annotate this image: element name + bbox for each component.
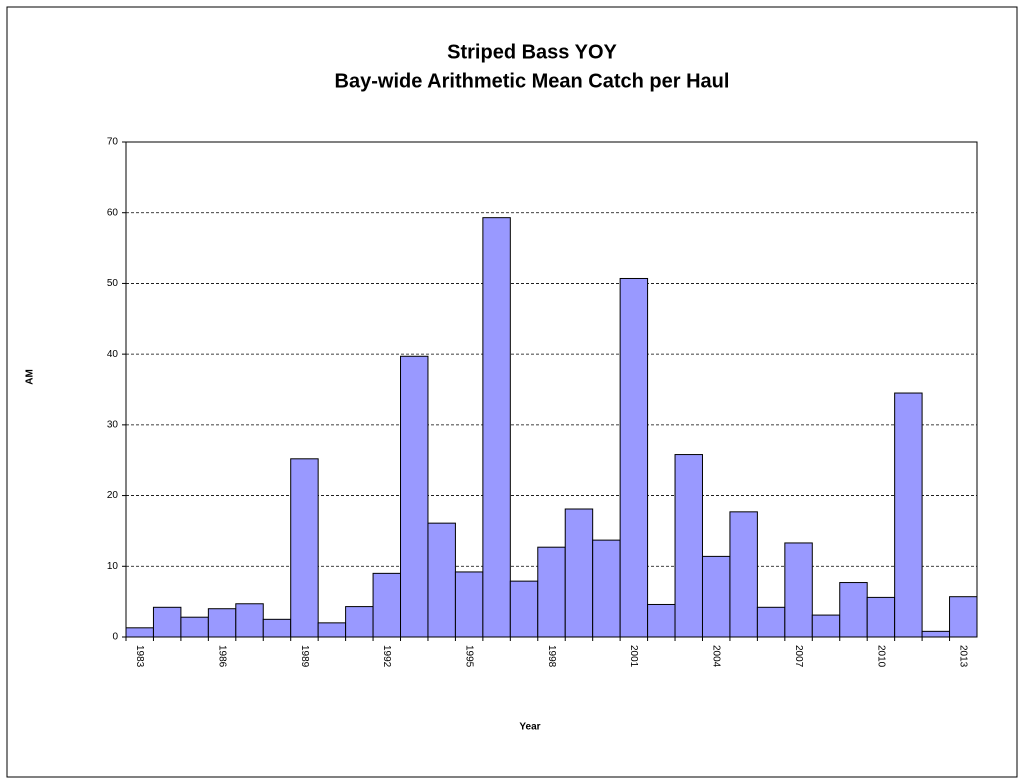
y-tick-label: 70 (107, 137, 119, 148)
x-tick-label: 2004 (711, 645, 722, 668)
bar (811, 614, 841, 638)
bar (125, 627, 154, 638)
x-tick-label: 2007 (793, 645, 804, 668)
bar (482, 217, 511, 638)
bar (372, 572, 402, 638)
bar (619, 277, 649, 638)
bar (345, 606, 374, 638)
bar (509, 580, 539, 638)
bar (839, 582, 868, 638)
bar (784, 542, 813, 638)
bar (180, 616, 209, 638)
bar (756, 606, 786, 638)
x-tick-label: 2001 (628, 645, 639, 668)
x-tick-label: 2013 (958, 645, 969, 668)
bar (235, 603, 264, 638)
bar (317, 622, 347, 638)
y-tick-label: 30 (107, 419, 119, 430)
bar (674, 454, 703, 638)
chart-title: Striped Bass YOY (447, 41, 617, 63)
y-tick-label: 60 (107, 207, 119, 218)
bar (564, 508, 594, 638)
bar (207, 608, 237, 638)
x-tick-label: 1983 (134, 645, 145, 668)
bar (592, 539, 621, 638)
x-tick-label: 1986 (216, 645, 227, 668)
bar (894, 392, 923, 638)
y-tick-label: 10 (107, 561, 119, 572)
x-tick-label: 1995 (464, 645, 475, 668)
x-tick-label: 1989 (299, 645, 310, 668)
bar (290, 458, 319, 638)
x-tick-label: 1992 (381, 645, 392, 668)
x-tick-label: 1998 (546, 645, 557, 668)
y-axis-label: AM (25, 369, 36, 385)
y-tick-label: 50 (107, 278, 119, 289)
x-tick-label: 2010 (875, 645, 886, 668)
bar (454, 571, 484, 638)
bar (866, 596, 896, 638)
bar (921, 630, 951, 638)
y-tick-label: 0 (112, 632, 118, 643)
bar (729, 511, 758, 638)
bar (701, 555, 731, 638)
bar (400, 355, 429, 638)
bar (537, 546, 566, 638)
bar (949, 596, 978, 638)
y-tick-label: 40 (107, 349, 119, 360)
bar (647, 603, 676, 638)
bar (262, 618, 292, 638)
bar (152, 606, 182, 638)
bar (427, 522, 456, 638)
y-tick-label: 20 (107, 490, 119, 501)
x-axis-label: Year (519, 722, 540, 733)
chart-subtitle: Bay-wide Arithmetic Mean Catch per Haul (335, 70, 730, 92)
